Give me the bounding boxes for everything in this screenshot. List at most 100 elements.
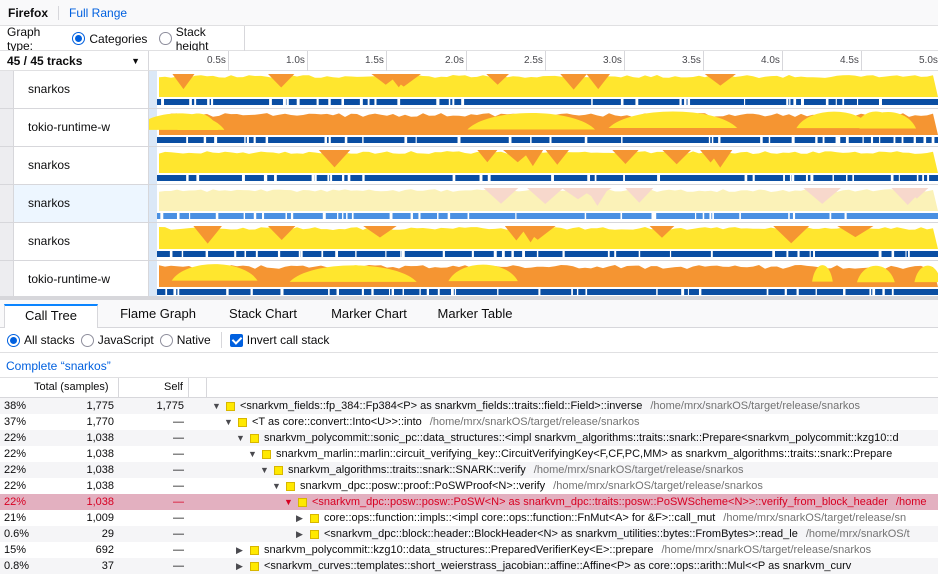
timeline-tick [228,51,229,71]
expanded-twisty-icon[interactable]: ▼ [236,433,245,443]
track-activity-graph[interactable] [149,185,938,222]
invert-call-stack-option[interactable]: Invert call stack [229,333,329,347]
radio-native[interactable] [159,333,173,347]
self-samples: — [173,480,184,492]
sample-gap [342,213,344,219]
sample-gap [253,137,256,143]
tree-row[interactable]: 22% 1,038 — ▼ <snarkvm_dpc::posw::posw::PoSW… [0,494,938,510]
tab-marker-table[interactable]: Marker Table [437,306,513,321]
track-snarkos[interactable]: snarkos [0,185,938,223]
all-stacks-option[interactable]: All stacks [7,333,75,347]
sample-gap [891,251,895,257]
self-samples: — [173,448,184,460]
sample-gap [901,137,904,143]
sample-gap [898,175,900,181]
activity-spike [527,188,564,204]
javascript-option[interactable]: JavaScript [80,333,154,347]
tree-row[interactable]: 22% 1,038 — ▼ snarkvm_algorithms::traits::sn… [0,462,938,478]
track-activity-graph[interactable] [149,147,938,184]
tree-row[interactable]: 21% 1,009 — ▶ core::ops::function::impls::<i… [0,510,938,526]
track-activity-graph[interactable] [149,261,938,296]
expanded-twisty-icon[interactable]: ▼ [284,497,293,507]
activity-spike [504,226,528,241]
tree-row[interactable]: 0.8% 37 — ▶ <snarkvm_curves::templates::shor… [0,558,938,574]
track-name[interactable]: snarkos [14,185,149,222]
sample-gap [623,175,625,181]
sample-gap [638,251,641,257]
graph-type-categories[interactable]: Categories [72,32,147,46]
breadcrumb-root[interactable]: Firefox [0,5,60,20]
function-name: <snarkvm_fields::fp_384::Fp384<P> as sna… [240,400,643,412]
track-tokio-runtime-w[interactable]: tokio-runtime-w [0,109,938,147]
total-percent: 22% [4,448,27,460]
track-name[interactable]: snarkos [14,223,149,260]
breadcrumb-full-range[interactable]: Full Range [69,5,128,20]
native-option[interactable]: Native [159,333,211,347]
sample-gap [300,251,303,257]
divider [220,332,222,348]
sample-gap [620,213,623,219]
track-count-button[interactable]: 45 / 45 tracks ▼ [0,51,149,71]
expanded-twisty-icon[interactable]: ▼ [260,465,269,475]
expanded-twisty-icon[interactable]: ▼ [224,417,233,427]
sample-gap [530,137,532,143]
graph-type-stack-height-label: Stack height [175,24,209,53]
panel-splitter[interactable] [0,296,938,300]
sample-gap [321,251,324,257]
expanded-twisty-icon[interactable]: ▼ [272,481,281,491]
track-snarkos[interactable]: snarkos [0,71,938,109]
activity-spike [267,226,296,240]
track-snarkos[interactable]: snarkos [0,223,938,261]
collapsed-twisty-icon[interactable]: ▶ [236,561,243,571]
tree-row[interactable]: 15% 692 — ▶ snarkvm_polycommit::kzg10::data_… [0,542,938,558]
activity-spike [363,226,397,238]
radio-all-stacks[interactable] [7,333,20,347]
function-name: snarkvm_algorithms::traits::snark::SNARK… [288,464,526,476]
sample-gap [685,99,687,105]
tab-call-tree[interactable]: Call Tree [4,304,98,328]
tab-marker-chart[interactable]: Marker Chart [331,306,407,321]
category-swatch-icon [262,449,271,459]
radio-javascript[interactable] [80,333,94,347]
track-tokio-runtime-w[interactable]: tokio-runtime-w [0,261,938,296]
collapsed-twisty-icon[interactable]: ▶ [296,529,303,539]
graph-type-stack-height[interactable]: Stack height [159,25,238,53]
total-percent: 22% [4,464,27,476]
track-snarkos[interactable]: snarkos [0,147,938,185]
tree-row[interactable]: 38% 1,775 1,775 ▼ <snarkvm_fields::fp_384::F… [0,398,938,414]
sample-gap [549,137,552,143]
expanded-twisty-icon[interactable]: ▼ [212,401,221,411]
sample-gap [415,137,417,143]
sample-gap [437,289,440,295]
timeline-ruler[interactable]: 0.5s 1.0s 1.5s 2.0s 2.5s 3.0s 3.5s 4.0s 4.5s 5.0s [149,51,938,71]
tree-row[interactable]: 22% 1,038 — ▼ snarkvm_marlin::marlin::circui… [0,446,938,462]
call-tree-breadcrumb[interactable]: Complete “snarkos” [0,354,938,378]
tree-row[interactable]: 22% 1,038 — ▼ snarkvm_dpc::posw::proof::PoSW… [0,478,938,494]
sample-gap [355,251,357,257]
tree-row[interactable]: 22% 1,038 — ▼ snarkvm_polycommit::sonic_pc::… [0,430,938,446]
sample-gap [842,99,845,105]
track-name[interactable]: snarkos [14,147,149,184]
sample-gap [810,175,814,181]
tab-stack-chart[interactable]: Stack Chart [229,306,297,321]
track-name[interactable]: snarkos [14,71,149,108]
track-activity-graph[interactable] [149,71,938,108]
collapsed-twisty-icon[interactable]: ▶ [296,513,303,523]
track-activity-graph[interactable] [149,109,938,146]
track-activity-graph[interactable] [149,223,938,260]
sample-gap [362,175,365,181]
sample-gap [315,175,317,181]
tab-flame-graph[interactable]: Flame Graph [120,306,196,321]
tree-row[interactable]: 37% 1,770 — ▼ <T as core::convert::Into<U>>:… [0,414,938,430]
track-name[interactable]: tokio-runtime-w [14,109,149,146]
invert-checkbox[interactable] [229,333,243,347]
track-gutter [0,261,14,296]
sample-gap [290,213,294,219]
track-name[interactable]: tokio-runtime-w [14,261,149,296]
sample-gap [342,175,345,181]
expanded-twisty-icon[interactable]: ▼ [248,449,257,459]
radio-categories[interactable] [72,32,86,45]
collapsed-twisty-icon[interactable]: ▶ [236,545,243,555]
tree-row[interactable]: 0.6% 29 — ▶ <snarkvm_dpc::block::header::Blo… [0,526,938,542]
radio-stack-height[interactable] [159,32,172,45]
